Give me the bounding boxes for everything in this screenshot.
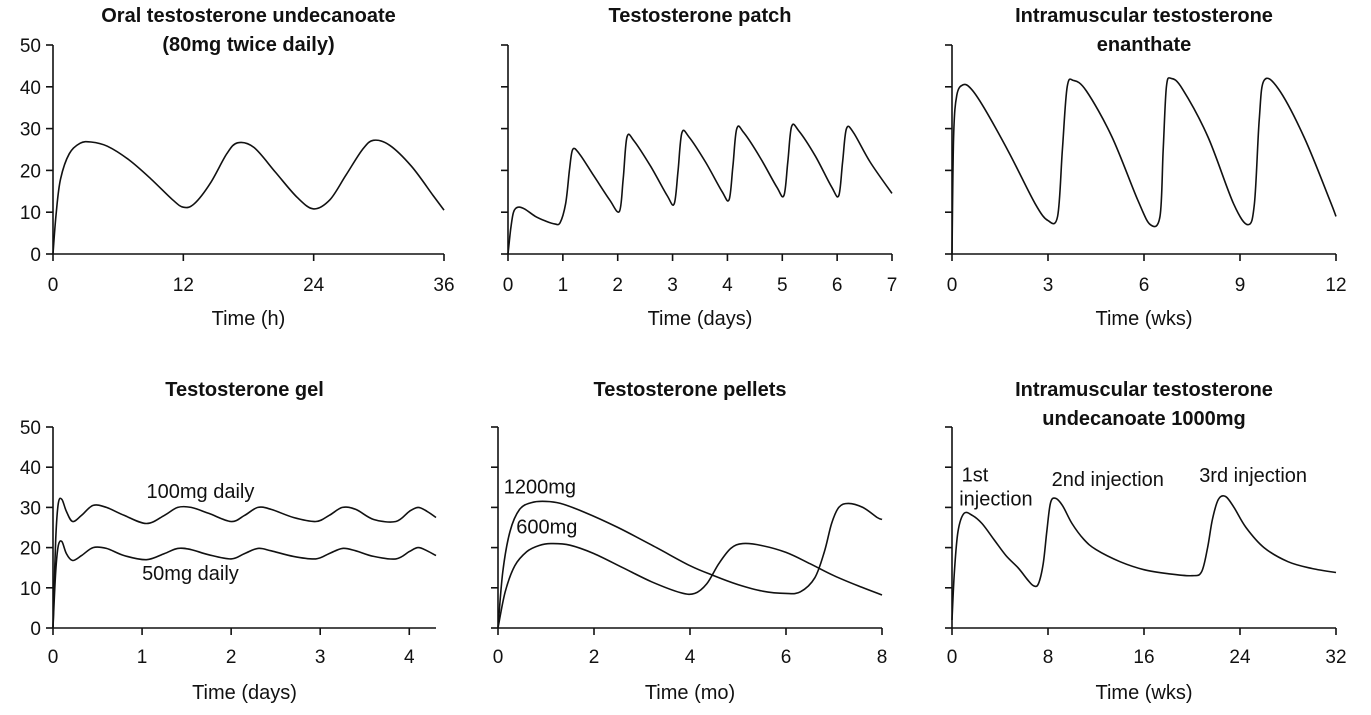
annotation-label: 3rd injection	[1199, 465, 1307, 487]
annotation-label: 2nd injection	[1052, 469, 1164, 491]
x-tick-label: 12	[173, 275, 194, 296]
annotation-label: 1st	[962, 464, 989, 486]
x-tick-label: 4	[685, 647, 696, 668]
x-tick-label: 0	[503, 275, 514, 296]
x-axis-label: Time (h)	[212, 308, 286, 330]
x-tick-label: 9	[1235, 275, 1246, 296]
chart-title: enanthate	[1097, 34, 1191, 56]
x-axis-label: Time (mo)	[645, 682, 735, 704]
x-tick-label: 8	[1043, 647, 1054, 668]
y-tick-label: 0	[30, 245, 41, 266]
x-tick-label: 0	[48, 647, 59, 668]
x-tick-label: 1	[137, 647, 148, 668]
x-tick-label: 6	[832, 275, 843, 296]
series-line-600mg	[497, 542, 883, 629]
x-tick-label: 3	[667, 275, 678, 296]
annotation-label: injection	[959, 488, 1032, 510]
series-line	[507, 123, 893, 255]
x-tick-label: 7	[887, 275, 898, 296]
y-tick-label: 0	[30, 619, 41, 640]
y-tick-label: 30	[20, 120, 41, 141]
x-tick-label: 4	[722, 275, 733, 296]
x-tick-label: 2	[589, 647, 600, 668]
x-tick-label: 24	[1229, 647, 1251, 668]
series-line	[52, 139, 445, 255]
y-tick-label: 10	[20, 579, 41, 600]
y-tick-label: 50	[20, 36, 41, 57]
series-line	[951, 495, 1337, 621]
series-line-50mg-daily	[52, 540, 437, 629]
x-tick-label: 6	[781, 647, 792, 668]
x-axis-label: Time (wks)	[1095, 682, 1192, 704]
x-tick-label: 2	[612, 275, 623, 296]
x-tick-label: 12	[1325, 275, 1346, 296]
x-tick-label: 24	[303, 275, 325, 296]
chart-title: (80mg twice daily)	[162, 34, 334, 56]
y-tick-label: 40	[20, 458, 41, 479]
chart-title: Oral testosterone undecanoate	[101, 5, 396, 27]
x-tick-label: 36	[433, 275, 454, 296]
series-line	[951, 77, 1337, 255]
x-axis-label: Time (days)	[648, 308, 753, 330]
y-tick-label: 30	[20, 498, 41, 519]
chart-title: Intramuscular testosterone	[1015, 5, 1273, 27]
chart-title: Intramuscular testosterone	[1015, 379, 1273, 401]
y-tick-label: 40	[20, 78, 41, 99]
x-axis-label: Time (days)	[192, 682, 297, 704]
annotation-label: 600mg	[516, 517, 577, 539]
annotation-label: 100mg daily	[147, 481, 255, 503]
series-line-100mg-daily	[52, 497, 437, 629]
annotation-label: 50mg daily	[142, 563, 239, 585]
x-tick-label: 4	[404, 647, 415, 668]
chart-title: Testosterone patch	[609, 5, 792, 27]
x-tick-label: 32	[1325, 647, 1346, 668]
x-tick-label: 16	[1133, 647, 1154, 668]
chart-title: Testosterone gel	[165, 379, 324, 401]
chart-title: undecanoate 1000mg	[1042, 408, 1245, 430]
chart-title: Testosterone pellets	[593, 379, 786, 401]
x-tick-label: 0	[493, 647, 504, 668]
y-tick-label: 50	[20, 418, 41, 439]
x-tick-label: 3	[315, 647, 326, 668]
x-tick-label: 0	[947, 275, 958, 296]
x-tick-label: 0	[947, 647, 958, 668]
annotation-label: 1200mg	[504, 476, 576, 498]
x-tick-label: 2	[226, 647, 237, 668]
x-axis-label: Time (wks)	[1095, 308, 1192, 330]
x-tick-label: 1	[558, 275, 569, 296]
series-line-1200mg	[497, 500, 883, 629]
y-tick-label: 10	[20, 203, 41, 224]
x-tick-label: 0	[48, 275, 59, 296]
x-tick-label: 6	[1139, 275, 1150, 296]
y-tick-label: 20	[20, 539, 41, 560]
y-tick-label: 20	[20, 161, 41, 182]
x-tick-label: 8	[877, 647, 888, 668]
x-tick-label: 3	[1043, 275, 1054, 296]
x-tick-label: 5	[777, 275, 788, 296]
